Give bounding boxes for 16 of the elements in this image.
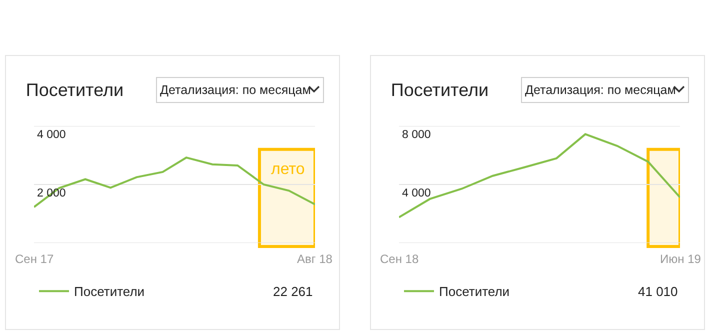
text: 22 261 <box>273 284 313 299</box>
text: Детализация: по месяцам <box>160 83 311 97</box>
chart-title: Посетители <box>26 80 124 100</box>
x-tick-label: Июн 19 <box>660 252 702 266</box>
legend-label: Посетители <box>439 284 510 300</box>
legend-label: Посетители <box>74 284 145 300</box>
y-tick-label: 4 000 <box>402 188 431 200</box>
text: Детализация: по месяцам <box>525 83 676 97</box>
band-label: лето <box>271 161 305 178</box>
x-tick-label: Авг 18 <box>297 252 333 266</box>
x-tick-label: Сен 18 <box>380 252 419 266</box>
y-tick-label: 4 000 <box>37 129 66 142</box>
text: 41 010 <box>638 284 678 299</box>
chart-title: Посетители <box>390 80 489 100</box>
y-tick-label: 8 000 <box>402 129 431 142</box>
x-tick-label: Сен 17 <box>15 252 54 266</box>
